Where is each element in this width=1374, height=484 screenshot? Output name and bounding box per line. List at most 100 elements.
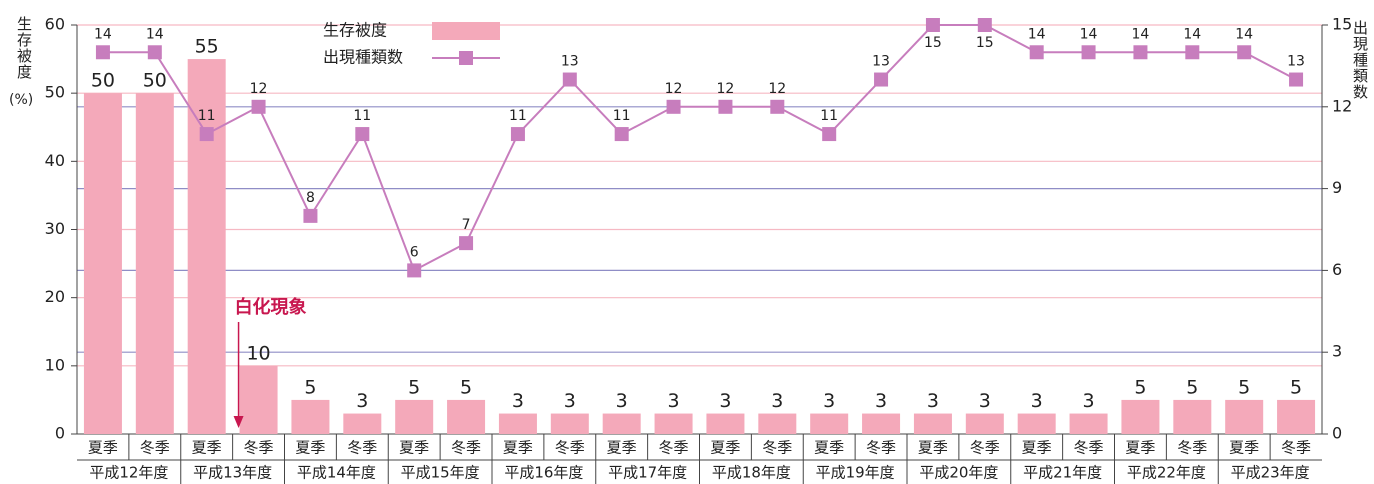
marker [407, 263, 422, 278]
bar [447, 399, 486, 434]
legend-label: 出現種類数 [323, 48, 403, 67]
line-value-label: 13 [872, 54, 890, 70]
bar-value-label: 3 [564, 390, 576, 412]
bar [550, 413, 589, 434]
bar-value-label: 3 [771, 390, 783, 412]
y-axis-title: 生存被度 [15, 16, 33, 80]
bar [1069, 413, 1108, 434]
x-tick-label: 冬季 [970, 439, 1000, 457]
bar [965, 413, 1004, 434]
group-label: 平成16年度 [504, 464, 583, 482]
marker [199, 127, 214, 142]
x-tick-label: 夏季 [88, 439, 118, 457]
group-label: 平成22年度 [1127, 464, 1206, 482]
legend-swatch [432, 22, 500, 40]
bar [187, 59, 226, 434]
bar [135, 93, 174, 435]
bar [862, 413, 901, 434]
marker [1029, 45, 1044, 60]
line-value-label: 7 [462, 217, 471, 233]
y-tick-label: 30 [45, 219, 65, 238]
bar-value-label: 3 [823, 390, 835, 412]
y-tick-label: 10 [45, 355, 65, 374]
x-tick-label: 冬季 [1177, 439, 1207, 457]
x-tick-label: 冬季 [1281, 439, 1311, 457]
line-value-label: 14 [1183, 26, 1201, 42]
x-tick-label: 夏季 [1125, 439, 1155, 457]
x-tick-label: 冬季 [555, 439, 585, 457]
bar-value-label: 3 [668, 390, 680, 412]
x-tick-label: 夏季 [1022, 439, 1052, 457]
x-tick-label: 夏季 [607, 439, 637, 457]
x-tick-label: 冬季 [1074, 439, 1104, 457]
bar [758, 413, 797, 434]
group-label: 平成13年度 [193, 464, 272, 482]
bar-value-label: 3 [927, 390, 939, 412]
bar-value-label: 3 [512, 390, 524, 412]
x-tick-label: 夏季 [399, 439, 429, 457]
y2-tick-label: 0 [1332, 424, 1342, 443]
marker [925, 18, 940, 32]
y-tick-label: 60 [45, 15, 65, 34]
line-value-label: 8 [306, 190, 315, 206]
annotation-arrowhead [233, 416, 244, 428]
line-value-label: 11 [198, 108, 216, 124]
bar-value-label: 3 [1083, 390, 1095, 412]
marker [822, 127, 837, 142]
x-tick-label: 夏季 [814, 439, 844, 457]
line-value-label: 11 [820, 108, 838, 124]
line-value-label: 11 [353, 108, 371, 124]
bar [654, 413, 693, 434]
x-tick-label: 冬季 [347, 439, 377, 457]
y-axis-unit: (%) [9, 92, 34, 108]
bar-value-label: 5 [408, 376, 420, 398]
bar-value-label: 3 [1031, 390, 1043, 412]
bar-value-label: 3 [875, 390, 887, 412]
bar-value-label: 55 [195, 36, 219, 58]
bar-value-label: 3 [356, 390, 368, 412]
line-value-label: 6 [410, 244, 419, 260]
bar-value-label: 5 [460, 376, 472, 398]
y-tick-label: 50 [45, 83, 65, 102]
line-value-label: 12 [250, 81, 268, 97]
marker [355, 127, 370, 142]
y2-tick-label: 3 [1332, 342, 1342, 361]
group-label: 平成17年度 [608, 464, 687, 482]
marker [614, 127, 629, 142]
x-tick-label: 冬季 [866, 439, 896, 457]
bar-value-label: 5 [1290, 376, 1302, 398]
bar [498, 413, 537, 434]
y2-axis-title: 出現種類数 [1351, 20, 1369, 100]
bar [1225, 399, 1264, 434]
x-tick-label: 夏季 [295, 439, 325, 457]
legend-marker [459, 51, 473, 65]
line-value-label: 14 [1028, 26, 1046, 42]
marker [459, 236, 474, 251]
bar-value-label: 5 [1186, 376, 1198, 398]
line-value-label: 15 [976, 35, 994, 51]
annotation: 白化現象 [235, 296, 307, 318]
x-tick-label: 冬季 [244, 439, 274, 457]
y2-tick-label: 9 [1332, 178, 1342, 197]
marker [1185, 45, 1200, 60]
line-value-label: 12 [717, 81, 735, 97]
group-label: 平成20年度 [919, 464, 998, 482]
marker [95, 45, 110, 60]
bar-value-label: 5 [1238, 376, 1250, 398]
bar [83, 93, 122, 435]
marker [874, 72, 889, 87]
y-tick-label: 0 [55, 424, 65, 443]
marker [1237, 45, 1252, 60]
bar [1277, 399, 1316, 434]
marker [718, 99, 733, 114]
bar [343, 413, 382, 434]
bar [810, 413, 849, 434]
group-label: 平成18年度 [712, 464, 791, 482]
marker [251, 99, 266, 114]
line-value-label: 11 [613, 108, 631, 124]
marker [1133, 45, 1148, 60]
marker [303, 208, 318, 223]
bar [706, 413, 745, 434]
line-value-label: 13 [1287, 54, 1305, 70]
